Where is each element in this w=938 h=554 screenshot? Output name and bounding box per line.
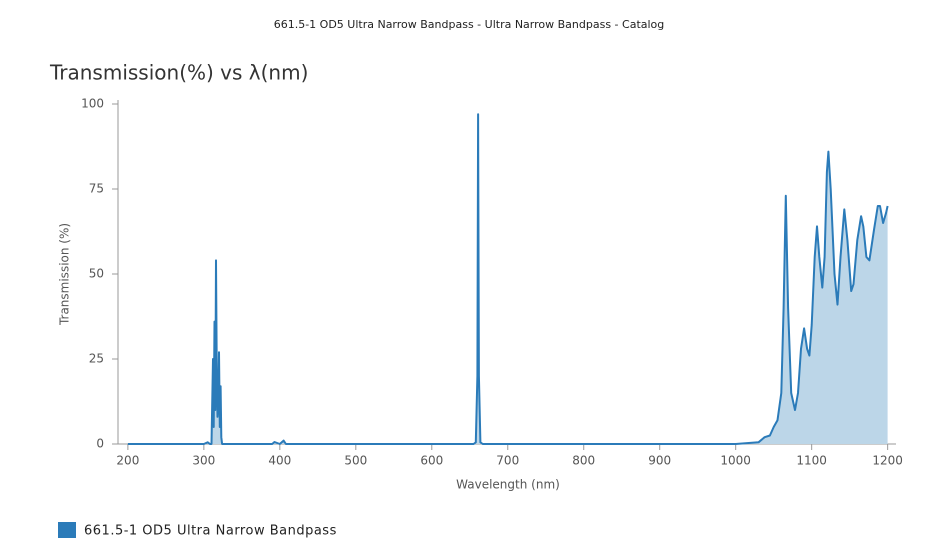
- x-axis-label: Wavelength (nm): [456, 478, 560, 492]
- line: [127, 113, 889, 445]
- legend-label: 661.5-1 OD5 Ultra Narrow Bandpass: [84, 524, 337, 539]
- y-tick-label: 25: [89, 352, 104, 366]
- legend-swatch: [58, 522, 76, 538]
- x-tick-label: 1000: [720, 454, 751, 468]
- chart-title: 661.5-1 OD5 Ultra Narrow Bandpass - Ultr…: [274, 18, 665, 31]
- y-axis-label: Transmission (%): [58, 223, 72, 326]
- chart-subtitle: Transmission(%) vs λ(nm): [49, 61, 308, 85]
- y-tick-label: 50: [89, 267, 104, 281]
- x-tick-label: 400: [268, 454, 291, 468]
- y-tick-label: 75: [89, 182, 104, 196]
- x-tick-label: 700: [496, 454, 519, 468]
- y-tick-label: 0: [96, 437, 104, 451]
- x-tick-label: 300: [192, 454, 215, 468]
- y-tick-label: 100: [81, 97, 104, 111]
- area: [127, 114, 888, 444]
- x-tick-label: 800: [572, 454, 595, 468]
- x-tick-label: 600: [420, 454, 443, 468]
- x-tick-label: 1200: [872, 454, 903, 468]
- x-tick-label: 900: [648, 454, 671, 468]
- x-tick-label: 1100: [796, 454, 827, 468]
- x-tick-label: 200: [116, 454, 139, 468]
- x-tick-label: 500: [344, 454, 367, 468]
